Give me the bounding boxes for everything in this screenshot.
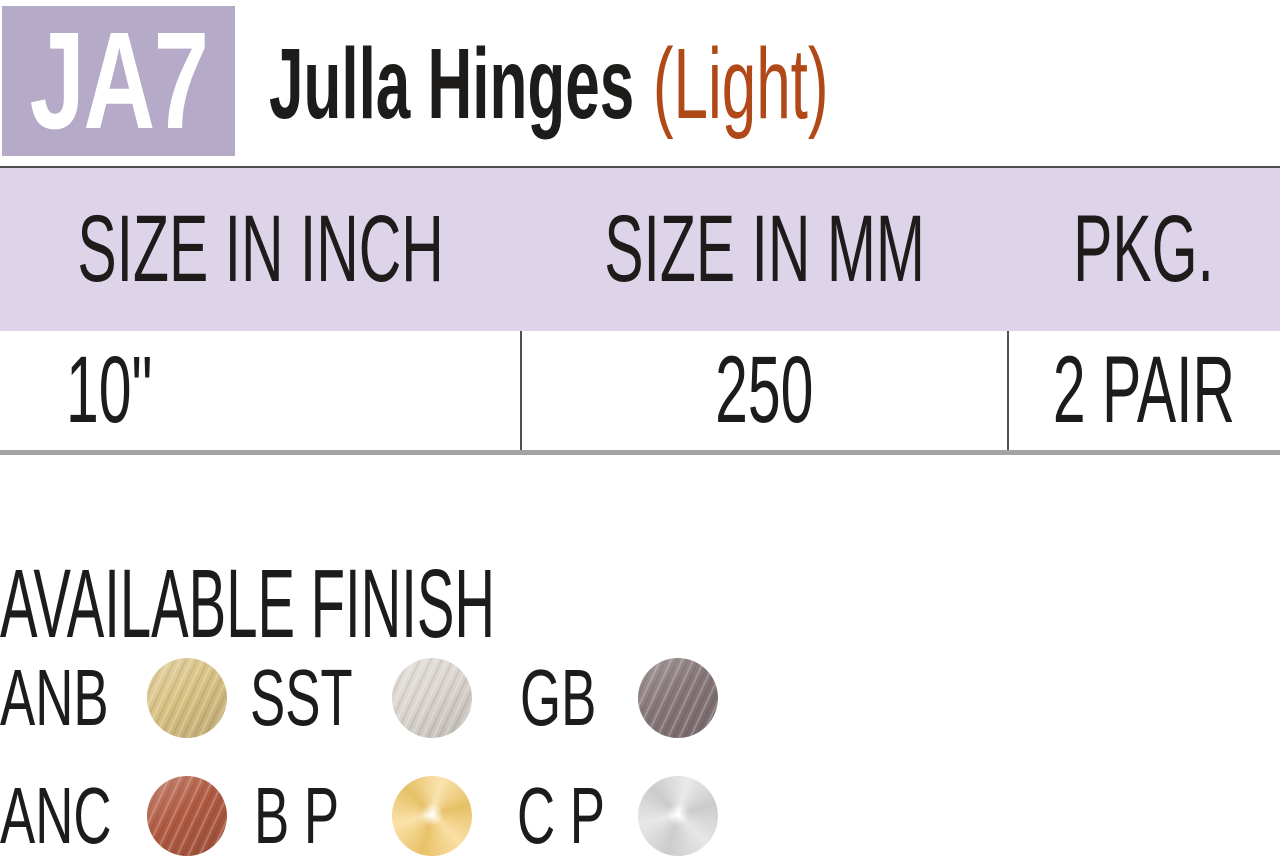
product-code-text: JA7 <box>29 4 209 158</box>
product-variant: (Light) <box>652 28 829 140</box>
finish-swatch-bp <box>392 776 472 856</box>
cell-pkg: 2 PAIR <box>1052 337 1236 443</box>
finish-label-bp: B P <box>254 771 340 859</box>
cell-size-inch: 10" <box>66 337 153 443</box>
table-top-rule <box>0 166 1280 168</box>
spec-table-row: 10" 250 2 PAIR <box>0 331 1280 450</box>
finish-row-1: ANB SST GB <box>0 658 1280 738</box>
header-cell-size-mm: SIZE IN MM <box>604 196 925 302</box>
finish-label-gb: GB <box>520 653 597 742</box>
finish-swatch-sst <box>392 658 472 738</box>
finish-swatch-anb <box>147 658 227 738</box>
finish-row-2: ANC B P C P <box>0 776 1280 856</box>
finish-swatch-cp <box>638 776 718 856</box>
finish-label-sst: SST <box>250 653 353 742</box>
product-name: Julla Hinges <box>269 28 635 140</box>
page-title: Julla Hinges (Light) <box>269 34 1172 134</box>
finish-label-anc: ANC <box>0 771 112 859</box>
finish-swatch-anc <box>147 776 227 856</box>
spec-table-header: SIZE IN INCH SIZE IN MM PKG. <box>0 168 1280 331</box>
header-cell-size-inch: SIZE IN INCH <box>77 196 444 302</box>
table-bottom-rule <box>0 450 1280 455</box>
product-code-badge: JA7 <box>2 6 235 156</box>
finish-label-cp: C P <box>517 771 606 859</box>
header-cell-pkg: PKG. <box>1073 196 1215 302</box>
finish-label-anb: ANB <box>0 653 109 742</box>
finish-swatch-gb <box>638 658 718 738</box>
available-finish-heading: AVAILABLE FINISH <box>0 549 496 658</box>
cell-size-mm: 250 <box>715 337 814 443</box>
